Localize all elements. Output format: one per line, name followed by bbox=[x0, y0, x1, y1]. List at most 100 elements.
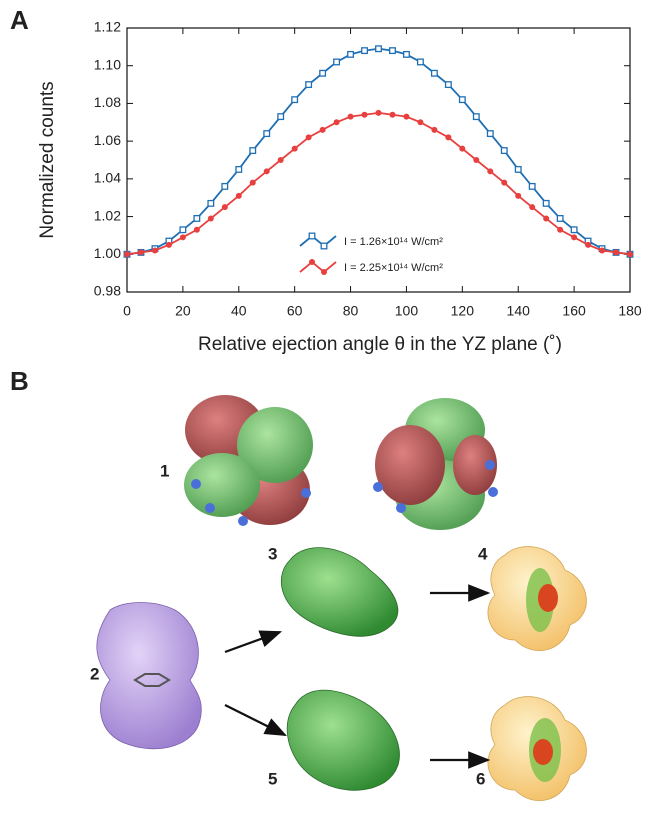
marker bbox=[458, 96, 466, 104]
marker bbox=[487, 168, 494, 175]
marker bbox=[389, 47, 396, 55]
marker bbox=[249, 147, 257, 155]
orbital-right bbox=[375, 398, 497, 530]
marker bbox=[445, 134, 452, 141]
marker bbox=[500, 147, 508, 155]
marker bbox=[486, 130, 494, 138]
marker bbox=[207, 215, 214, 222]
y-tick-label: 0.98 bbox=[94, 283, 121, 299]
legend-marker bbox=[308, 232, 316, 240]
y-axis-title: Normalized counts bbox=[37, 81, 58, 238]
x-tick-label: 160 bbox=[562, 303, 586, 319]
density-2 bbox=[96, 602, 202, 750]
density-4 bbox=[487, 546, 587, 651]
marker bbox=[165, 241, 172, 248]
marker bbox=[277, 113, 285, 121]
marker bbox=[263, 130, 271, 138]
marker bbox=[556, 215, 564, 222]
series-line bbox=[126, 111, 631, 256]
marker bbox=[514, 165, 522, 173]
marker bbox=[431, 126, 438, 133]
marker bbox=[137, 249, 144, 256]
marker bbox=[221, 204, 228, 211]
y-tick-label: 1.12 bbox=[94, 19, 121, 35]
x-tick-label: 0 bbox=[123, 303, 131, 319]
structure-label: 6 bbox=[476, 769, 485, 788]
marker bbox=[333, 58, 341, 66]
marker bbox=[613, 249, 620, 256]
series-line bbox=[126, 47, 631, 256]
arrows bbox=[224, 584, 491, 769]
marker bbox=[277, 157, 284, 163]
marker bbox=[557, 226, 564, 233]
marker bbox=[179, 234, 186, 241]
marker bbox=[361, 47, 368, 55]
marker bbox=[430, 69, 438, 77]
marker bbox=[305, 134, 312, 141]
marker bbox=[501, 179, 508, 186]
x-tick-label: 180 bbox=[618, 303, 642, 319]
legend-label: I = 1.26×10¹⁴ W/cm² bbox=[344, 236, 443, 248]
plot-frame bbox=[126, 27, 631, 293]
structure-label: 2 bbox=[90, 664, 99, 683]
marker bbox=[151, 247, 158, 254]
marker bbox=[221, 182, 229, 190]
marker bbox=[333, 119, 340, 126]
marker bbox=[444, 81, 452, 89]
marker bbox=[207, 199, 215, 207]
panel-label: A bbox=[10, 5, 29, 35]
marker bbox=[515, 192, 522, 199]
y-tick-label: 1.08 bbox=[94, 94, 121, 110]
x-axis-title: Relative ejection angle θ in the YZ plan… bbox=[198, 334, 562, 355]
marker bbox=[319, 126, 326, 133]
marker bbox=[528, 182, 536, 190]
marker bbox=[291, 145, 298, 152]
marker bbox=[627, 251, 633, 258]
legend-marker bbox=[320, 242, 328, 250]
structure-label: 4 bbox=[478, 544, 488, 563]
x-tick-label: 100 bbox=[395, 303, 419, 319]
marker bbox=[570, 226, 578, 234]
y-tick-label: 1.04 bbox=[94, 170, 121, 186]
y-tick-label: 1.06 bbox=[94, 132, 121, 148]
x-tick-label: 80 bbox=[343, 303, 359, 319]
marker bbox=[585, 241, 592, 248]
panel-label: B bbox=[10, 366, 29, 396]
marker bbox=[389, 111, 396, 118]
marker bbox=[542, 199, 550, 207]
marker bbox=[473, 157, 480, 163]
marker bbox=[235, 165, 243, 173]
marker bbox=[599, 247, 606, 254]
density-3 bbox=[281, 547, 399, 637]
marker bbox=[543, 215, 550, 222]
structure-label: 5 bbox=[268, 769, 277, 788]
x-tick-label: 140 bbox=[507, 303, 531, 319]
marker bbox=[459, 145, 466, 152]
marker bbox=[305, 81, 313, 89]
x-tick-label: 40 bbox=[231, 303, 247, 319]
x-tick-label: 60 bbox=[287, 303, 303, 319]
legend-line bbox=[299, 234, 337, 248]
marker bbox=[193, 215, 201, 222]
marker bbox=[124, 251, 130, 258]
marker bbox=[472, 113, 480, 121]
marker bbox=[347, 113, 354, 120]
marker bbox=[375, 45, 382, 53]
structure-label: 3 bbox=[268, 544, 277, 563]
marker bbox=[416, 58, 424, 66]
legend-marker bbox=[309, 259, 315, 265]
legend-label: I = 2.25×10¹⁴ W/cm² bbox=[344, 262, 443, 274]
marker bbox=[319, 69, 327, 77]
marker bbox=[529, 204, 536, 211]
y-tick-label: 1.10 bbox=[94, 56, 121, 72]
marker bbox=[291, 96, 299, 104]
marker bbox=[179, 226, 187, 234]
density-6 bbox=[487, 696, 587, 801]
density-5 bbox=[286, 689, 400, 791]
x-tick-label: 20 bbox=[175, 303, 191, 319]
marker bbox=[571, 234, 578, 241]
marker bbox=[235, 192, 242, 199]
x-tick-label: 120 bbox=[451, 303, 475, 319]
marker bbox=[402, 50, 410, 58]
